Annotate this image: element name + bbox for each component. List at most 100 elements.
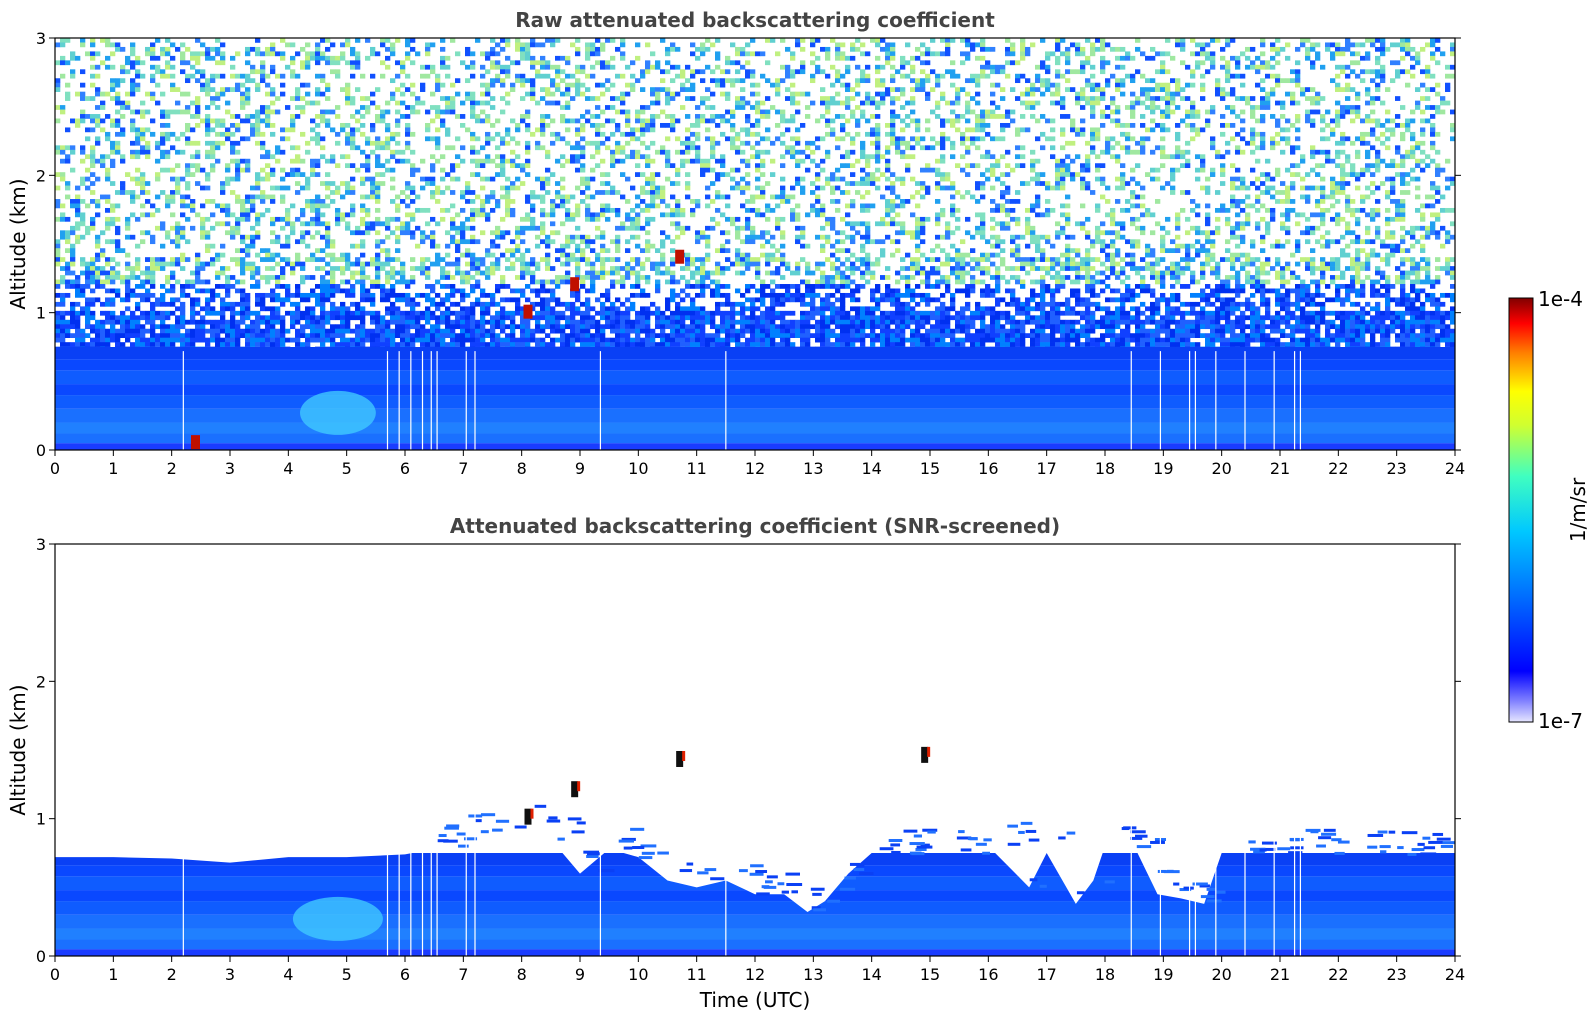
speckle: [515, 163, 521, 169]
speckle: [175, 328, 181, 334]
speckle: [565, 319, 571, 325]
speckle: [760, 333, 766, 339]
speckle: [500, 154, 506, 160]
speckle: [745, 118, 751, 124]
speckle: [560, 248, 566, 254]
speckle: [235, 194, 241, 200]
speckle: [305, 64, 311, 70]
speckle: [255, 324, 261, 330]
speckle: [365, 212, 371, 218]
speckle: [595, 96, 601, 101]
speckle: [810, 333, 816, 339]
speckle: [180, 230, 186, 236]
speckle: [530, 306, 536, 312]
speckle: [775, 328, 781, 334]
speckle: [120, 275, 126, 280]
speckle: [120, 127, 126, 133]
speckle: [830, 176, 836, 182]
speckle: [490, 230, 496, 236]
speckle: [735, 69, 741, 75]
speckle: [255, 310, 261, 316]
speckle: [755, 167, 761, 173]
speckle: [140, 284, 146, 289]
speckle: [835, 73, 841, 79]
speckle: [60, 328, 66, 334]
speckle: [605, 190, 611, 195]
speckle: [270, 185, 276, 191]
speckle: [165, 194, 171, 200]
speckle: [645, 60, 651, 66]
speckle: [630, 221, 636, 227]
speckle: [165, 136, 171, 142]
speckle: [410, 297, 416, 303]
speckle: [150, 333, 156, 339]
speckle: [550, 199, 556, 204]
speckle: [790, 149, 796, 155]
speckle: [575, 91, 581, 97]
speckle: [500, 230, 506, 236]
speckle: [515, 288, 521, 294]
speckle: [600, 243, 606, 249]
speckle: [545, 243, 551, 249]
speckle: [800, 315, 806, 321]
speckle: [810, 73, 816, 79]
speckle: [180, 194, 186, 200]
speckle: [520, 275, 526, 280]
speckle: [80, 270, 86, 276]
speckle: [745, 234, 751, 240]
speckle: [360, 221, 366, 227]
speckle: [460, 145, 466, 151]
speckle: [205, 301, 211, 307]
speckle: [475, 118, 481, 124]
speckle: [550, 266, 556, 271]
speckle: [105, 154, 111, 160]
speckle: [335, 207, 341, 213]
speckle: [540, 194, 546, 200]
speckle: [105, 176, 111, 182]
speckle: [715, 64, 721, 70]
speckle: [235, 261, 241, 267]
speckle: [545, 319, 551, 325]
speckle: [335, 315, 341, 321]
speckle: [810, 60, 816, 66]
speckle: [735, 46, 741, 52]
speckle: [525, 46, 531, 52]
speckle: [785, 149, 791, 155]
speckle: [330, 154, 336, 160]
speckle: [745, 140, 751, 146]
speckle: [540, 310, 546, 316]
speckle: [745, 114, 751, 119]
speckle: [140, 230, 146, 236]
speckle: [275, 337, 281, 343]
speckle: [425, 42, 431, 48]
speckle: [590, 248, 596, 254]
speckle: [430, 216, 436, 222]
speckle: [420, 270, 426, 276]
speckle: [670, 42, 676, 48]
speckle: [505, 324, 511, 330]
speckle: [320, 342, 326, 347]
speckle: [780, 64, 786, 70]
speckle: [425, 297, 431, 303]
speckle: [565, 118, 571, 124]
speckle: [645, 239, 651, 245]
speckle: [535, 234, 541, 240]
speckle: [105, 194, 111, 200]
speckle: [625, 315, 631, 321]
speckle: [400, 64, 406, 70]
speckle: [400, 158, 406, 164]
speckle: [440, 167, 446, 173]
speckle: [55, 185, 61, 191]
speckle: [795, 212, 801, 218]
speckle: [765, 333, 771, 339]
speckle: [225, 306, 231, 312]
speckle: [820, 234, 826, 240]
speckle: [585, 42, 591, 48]
speckle: [750, 207, 756, 213]
speckle: [195, 337, 201, 343]
speckle: [650, 301, 656, 307]
speckle: [275, 252, 281, 258]
speckle: [710, 42, 716, 48]
speckle: [515, 73, 521, 79]
speckle: [60, 55, 66, 61]
